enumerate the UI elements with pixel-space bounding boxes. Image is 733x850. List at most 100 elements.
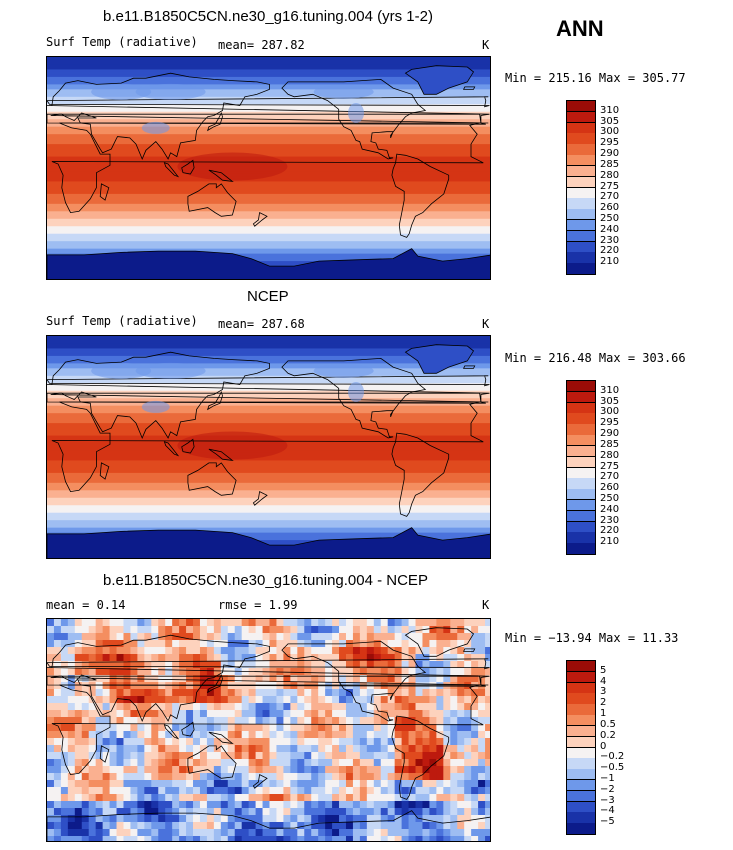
panel3-difference-cell (144, 766, 152, 774)
panel2-mean-label: mean= 287.68 (218, 317, 305, 331)
panel3-difference-cell (339, 710, 347, 718)
panel3-difference-cell (401, 794, 410, 802)
panel3-difference-cell (151, 703, 159, 711)
panel3-difference-cell (74, 626, 83, 634)
panel3-difference-cell (408, 766, 417, 774)
panel2-cold-region (91, 362, 152, 379)
panel3-difference-cell (88, 668, 97, 676)
panel3-difference-cell (436, 773, 444, 781)
panel3-difference-cell (60, 654, 69, 662)
panel3-difference-cell (234, 696, 243, 704)
panel3-difference-cell (193, 836, 201, 841)
panel3-difference-cell (88, 661, 97, 669)
panel3-difference-cell (429, 724, 437, 732)
panel3-difference-cell (123, 633, 132, 641)
panel3-difference-cell (151, 815, 159, 823)
panel1-temperature-band (47, 154, 490, 158)
panel3-difference-cell (116, 633, 125, 641)
panel3-difference-cell (88, 633, 97, 641)
panel3-difference-cell (450, 626, 458, 634)
panel3-difference-cell (144, 710, 152, 718)
panel3-difference-cell (53, 808, 62, 816)
panel3-difference-cell (443, 780, 451, 788)
panel3-difference-cell (213, 633, 222, 641)
panel3-difference-cell (276, 724, 284, 732)
panel3-difference-cell (471, 633, 479, 641)
panel3-difference-cell (60, 661, 69, 669)
panel3-difference-cell (311, 836, 319, 841)
panel3-difference-cell (67, 633, 76, 641)
panel3-difference-cell (179, 626, 187, 634)
panel3-difference-cell (109, 794, 118, 802)
panel3-difference-cell (165, 822, 173, 830)
panel3-difference-cell (422, 731, 431, 739)
panel3-difference-cell (450, 822, 458, 830)
panel3-difference-cell (443, 619, 451, 627)
panel3-difference-cell (248, 717, 257, 725)
panel3-difference-cell (81, 633, 90, 641)
panel1-minmax-label: Min = 215.16 Max = 305.77 (505, 71, 686, 85)
panel3-difference-cell (394, 766, 403, 774)
panel3-difference-cell (109, 724, 118, 732)
panel3-difference-cell (186, 696, 194, 704)
panel3-difference-cell (116, 787, 125, 795)
panel3-difference-cell (262, 710, 271, 718)
panel3-difference-cell (206, 724, 215, 732)
panel3-difference-cell (193, 731, 201, 739)
panel1-coastline-iceland (462, 86, 476, 90)
panel3-difference-cell (165, 766, 173, 774)
panel3-difference-cell (366, 647, 375, 655)
panel3-difference-cell (193, 626, 201, 634)
panel3-difference-cell (213, 724, 222, 732)
panel3-difference-cell (123, 731, 132, 739)
panel2-temperature-band (47, 395, 490, 399)
panel3-difference-cell (332, 633, 340, 641)
panel3-difference-cell (352, 710, 361, 718)
panel3-difference-cell (325, 689, 333, 697)
panel2-temperature-band (47, 470, 490, 474)
panel3-difference-cell (478, 808, 486, 816)
panel3-difference-cell (485, 836, 490, 841)
panel3-difference-cell (290, 654, 298, 662)
panel3-difference-cell (373, 668, 382, 676)
panel3-difference-cell (436, 675, 444, 683)
panel3-difference-cell (352, 836, 361, 841)
panel3-colorbar-swatch (567, 725, 595, 738)
panel3-difference-cell (53, 675, 62, 683)
panel3-difference-cell (137, 696, 145, 704)
panel3-difference-cell (408, 626, 417, 634)
panel3-difference-cell (297, 626, 305, 634)
panel3-difference-cell (408, 689, 417, 697)
panel3-difference-cell (318, 808, 326, 816)
panel2-temperature-band (47, 383, 490, 387)
panel3-difference-cell (220, 724, 229, 732)
panel3-difference-cell (415, 717, 424, 725)
panel3-difference-cell (464, 724, 472, 732)
panel3-difference-cell (220, 710, 229, 718)
panel3-difference-cell (366, 633, 375, 641)
panel3-difference-cell (415, 780, 424, 788)
panel3-difference-cell (311, 710, 319, 718)
panel3-difference-cell (123, 808, 132, 816)
panel3-difference-cell (102, 787, 111, 795)
panel3-difference-cell (325, 633, 333, 641)
panel3-difference-cell (158, 710, 166, 718)
panel3-difference-cell (450, 633, 458, 641)
panel3-difference-cell (137, 822, 145, 830)
panel3-difference-cell (429, 619, 437, 627)
panel3-difference-cell (74, 682, 83, 690)
panel3-difference-cell (290, 836, 298, 841)
panel3-difference-cell (47, 836, 55, 841)
panel3-difference-cell (123, 738, 132, 746)
panel3-difference-cell (450, 689, 458, 697)
panel3-difference-cell (88, 689, 97, 697)
panel3-difference-cell (359, 822, 368, 830)
panel3-difference-cell (387, 787, 396, 795)
panel3-difference-cell (290, 780, 298, 788)
panel3-difference-cell (422, 738, 431, 746)
panel3-difference-cell (234, 801, 243, 809)
panel3-difference-cell (116, 738, 125, 746)
panel3-difference-cell (429, 640, 437, 648)
panel3-difference-cell (478, 724, 486, 732)
panel3-difference-cell (158, 675, 166, 683)
